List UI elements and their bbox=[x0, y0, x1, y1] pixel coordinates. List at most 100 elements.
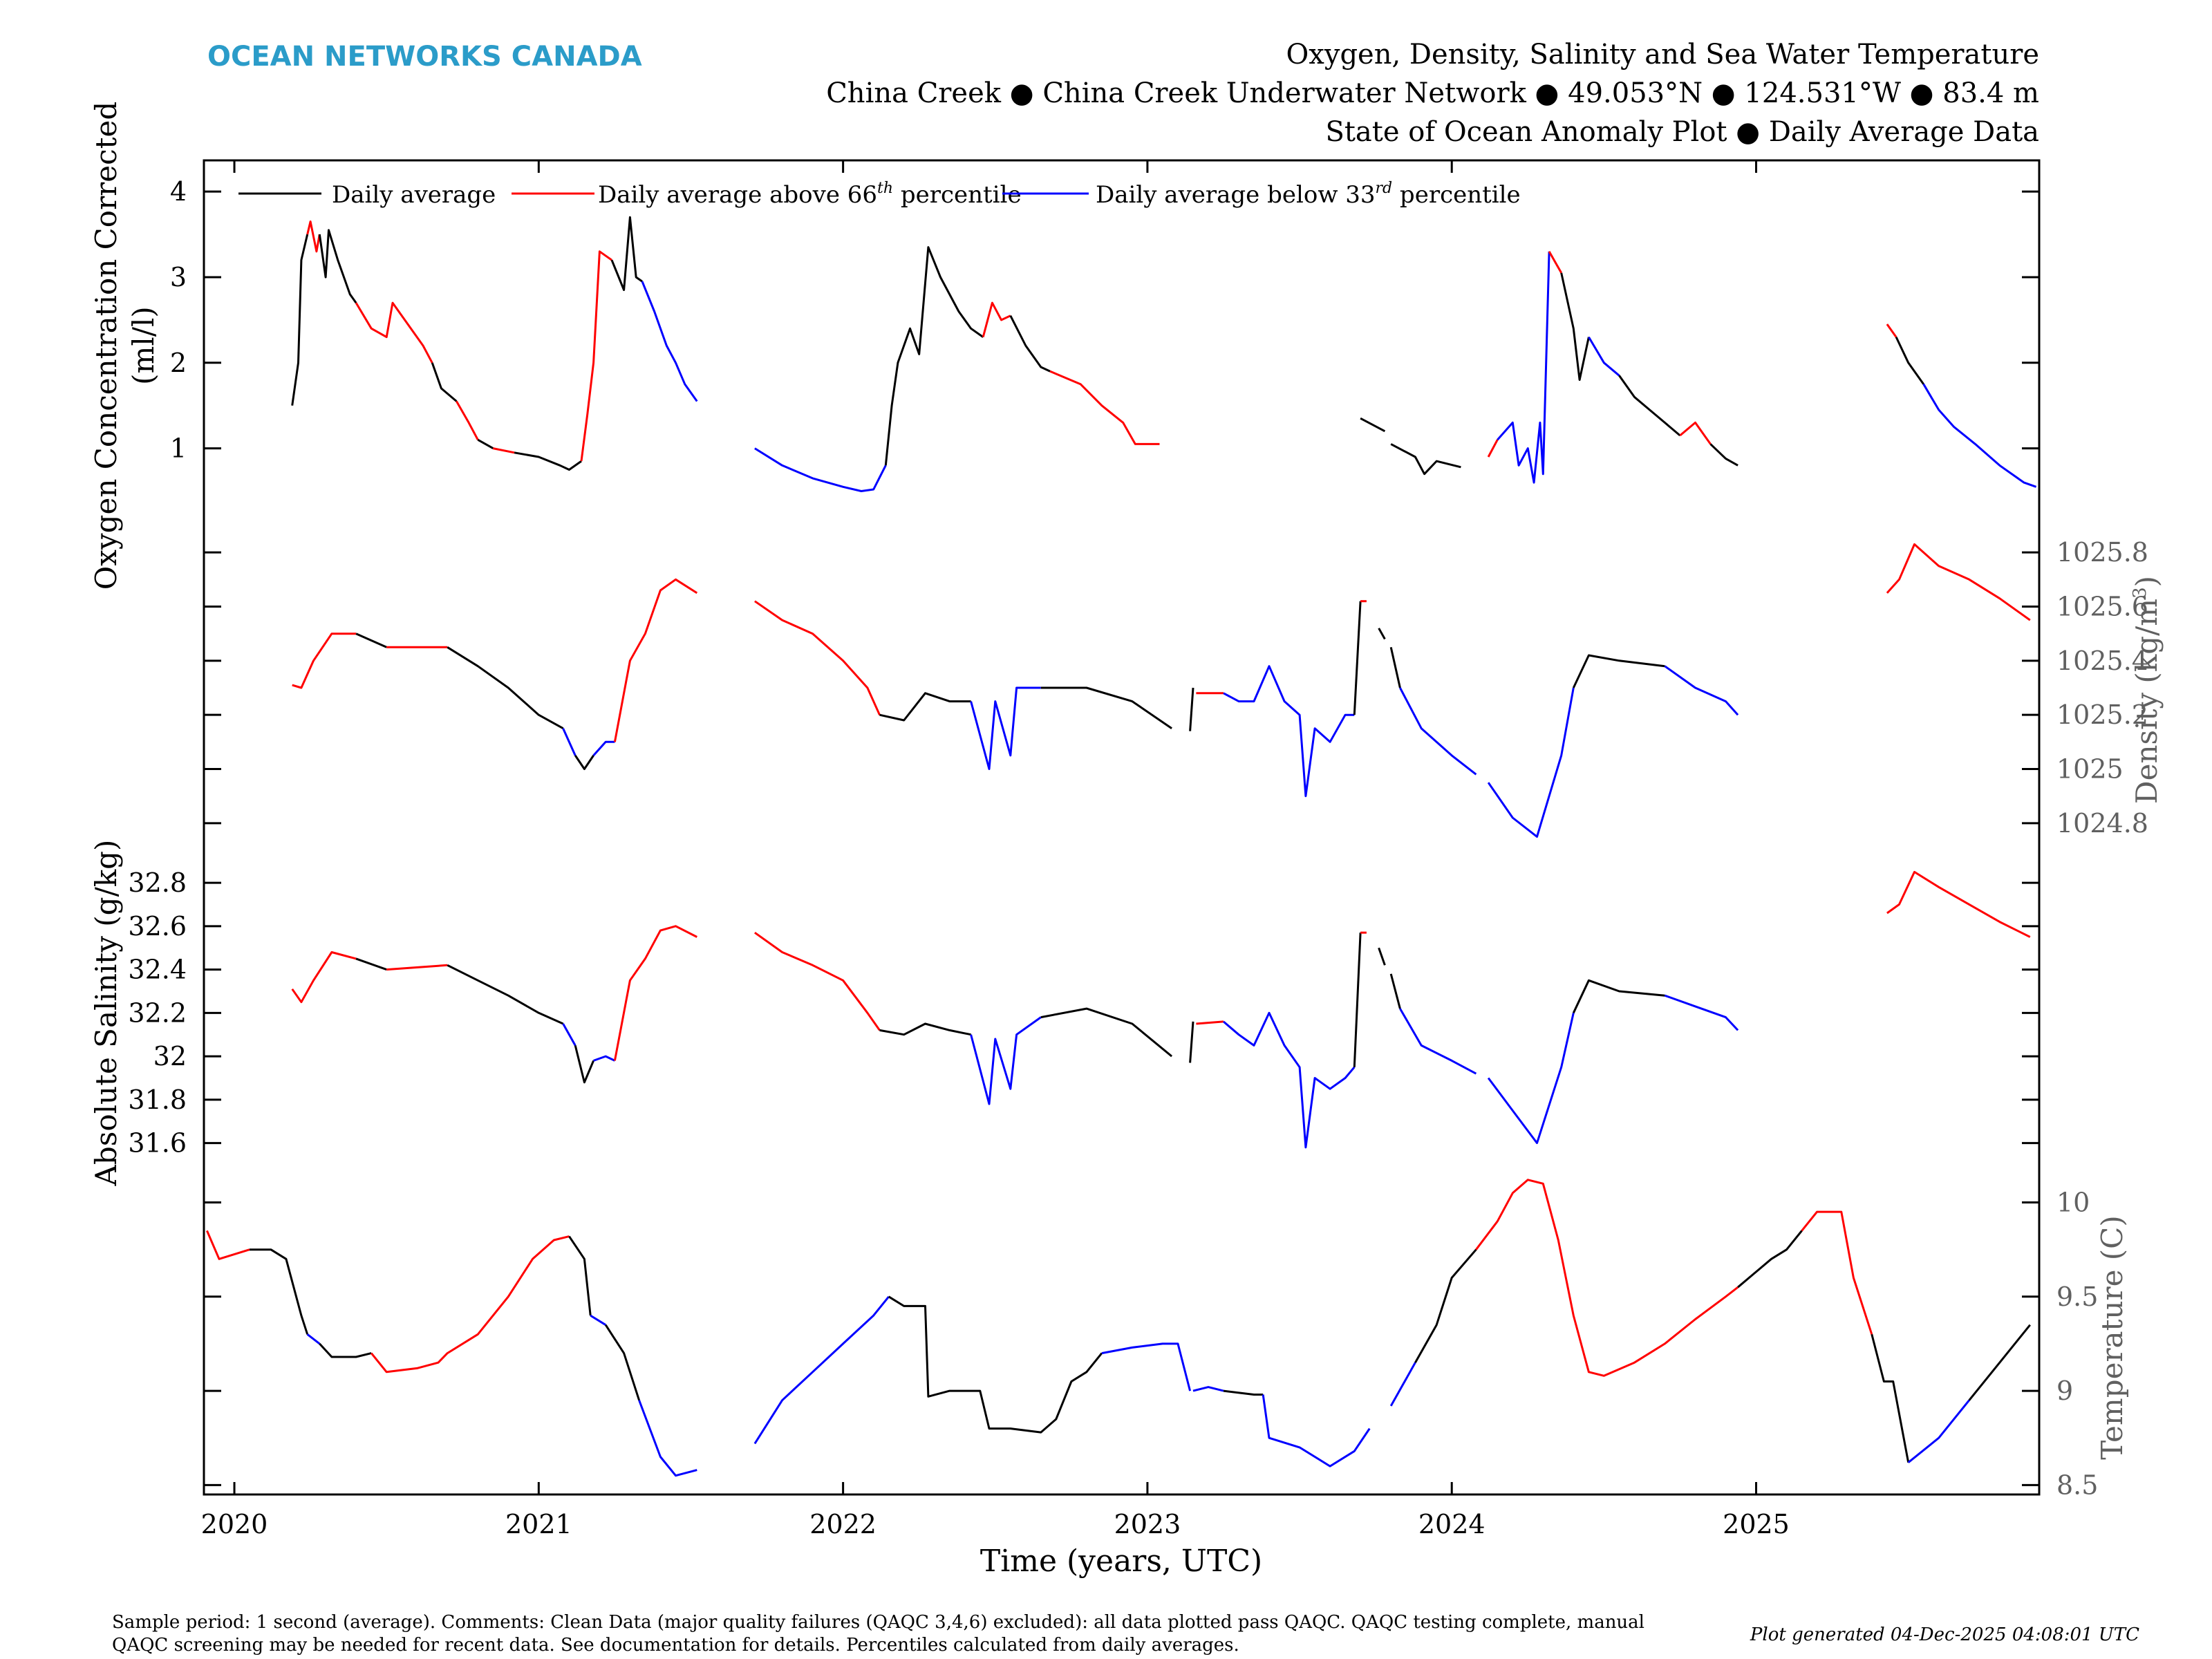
salinity-series-below bbox=[1399, 1008, 1477, 1075]
salinity-series-normal bbox=[574, 1045, 594, 1084]
x-tick-label: 2023 bbox=[1114, 1509, 1181, 1539]
density-ylabel-sup: 3 bbox=[2130, 587, 2150, 599]
oxygen-series-normal bbox=[431, 362, 458, 402]
oxygen-series-normal bbox=[884, 246, 984, 466]
oxygen-series-above bbox=[982, 301, 1011, 337]
temperature-series-normal bbox=[1968, 1324, 2031, 1401]
salinity-series-above bbox=[1196, 1020, 1224, 1025]
x-axis-label: Time (years, UTC) bbox=[980, 1544, 1262, 1579]
temperature-ytick-label: 10 bbox=[2056, 1188, 2090, 1218]
salinity-series-normal bbox=[879, 1022, 971, 1036]
density-ytick-label: 1025 bbox=[2056, 754, 2124, 785]
legend-label-below: Daily average below 33rd percentile bbox=[1096, 180, 1521, 209]
title-line-3: State of Ocean Anomaly Plot ● Daily Aver… bbox=[1325, 116, 2039, 148]
salinity-series-below bbox=[1487, 1012, 1575, 1145]
salinity-ytick-label: 32.2 bbox=[128, 997, 187, 1028]
oxygen-series-normal bbox=[1560, 272, 1590, 381]
density-ytick-label: 1025.2 bbox=[2056, 700, 2148, 730]
footer-generated: Plot generated 04-Dec-2025 04:08:01 UTC bbox=[1750, 1624, 2139, 1645]
density-series-normal bbox=[447, 646, 564, 730]
density-series-below bbox=[1664, 665, 1739, 716]
density-series-above bbox=[754, 600, 881, 715]
legend-below-prefix: Daily average below 33 bbox=[1096, 181, 1376, 209]
oxygen-series-below bbox=[641, 281, 698, 402]
plot-frame bbox=[203, 159, 2041, 1496]
legend-above-suffix: percentile bbox=[893, 181, 1022, 209]
temperature-series-normal bbox=[1737, 1230, 1803, 1288]
density-series-above bbox=[613, 578, 698, 742]
temperature-series-normal bbox=[319, 1342, 372, 1358]
oxygen-series-above bbox=[1548, 251, 1563, 274]
temperature-ytick-label: 9.5 bbox=[2056, 1282, 2098, 1312]
oxygen-series-normal bbox=[477, 438, 494, 449]
temperature-series-below bbox=[1101, 1342, 1192, 1391]
salinity-series-below bbox=[970, 1016, 1042, 1105]
x-tick-label: 2020 bbox=[201, 1509, 268, 1539]
temperature-series-normal bbox=[1414, 1248, 1477, 1363]
salinity-series-normal bbox=[447, 964, 564, 1025]
salinity-ytick-label: 32 bbox=[153, 1041, 187, 1071]
oxygen-series-above bbox=[456, 400, 479, 440]
title-line-2: China Creek ● China Creek Underwater Net… bbox=[826, 77, 2039, 109]
salinity-series-above bbox=[1886, 870, 2031, 938]
temperature-series-below bbox=[590, 1314, 606, 1326]
temperature-series-below bbox=[753, 1295, 890, 1445]
legend-below-sup: rd bbox=[1376, 180, 1393, 197]
salinity-series-above bbox=[386, 964, 448, 971]
oxygen-ylabel-unit: (ml/l) bbox=[126, 306, 160, 385]
x-tick-label: 2025 bbox=[1723, 1509, 1790, 1539]
temperature-series-normal bbox=[888, 1295, 1103, 1434]
density-series-normal bbox=[1378, 628, 1386, 640]
x-tick-label: 2022 bbox=[809, 1509, 877, 1539]
temperature-series-above bbox=[371, 1235, 570, 1374]
salinity-ytick-label: 32.4 bbox=[128, 955, 187, 985]
legend-below-suffix: percentile bbox=[1392, 181, 1521, 209]
temperature-ytick-label: 8.5 bbox=[2056, 1470, 2098, 1500]
oxygen-series-normal bbox=[1895, 336, 1924, 385]
oxygen-ytick-label: 2 bbox=[170, 348, 187, 378]
density-ytick-label: 1025.8 bbox=[2056, 537, 2148, 568]
density-ytick-label: 1025.4 bbox=[2056, 646, 2148, 676]
temperature-series-normal bbox=[250, 1248, 309, 1335]
salinity-ytick-label: 31.8 bbox=[128, 1085, 187, 1115]
oxygen-series-above bbox=[1487, 439, 1499, 458]
density-series-below bbox=[1487, 687, 1575, 838]
density-ytick-label: 1024.8 bbox=[2056, 808, 2148, 838]
footer-comment-line-1: Sample period: 1 second (average). Comme… bbox=[112, 1612, 1644, 1633]
title-line-1: Oxygen, Density, Salinity and Sea Water … bbox=[1286, 39, 2040, 71]
salinity-series-normal bbox=[1353, 932, 1362, 1067]
density-series-below bbox=[592, 740, 615, 756]
density-series-normal bbox=[1189, 687, 1194, 731]
oxygen-series-normal bbox=[291, 234, 309, 406]
salinity-ytick-label: 32.6 bbox=[128, 911, 187, 941]
salinity-series-below bbox=[593, 1055, 616, 1062]
onc-logo: OCEAN NETWORKS CANADA bbox=[207, 41, 642, 73]
density-series-above bbox=[292, 632, 357, 689]
density-ylabel-name: Density bbox=[2130, 693, 2164, 804]
x-tick-label: 2024 bbox=[1418, 1509, 1485, 1539]
temperature-series-below bbox=[1262, 1394, 1371, 1468]
oxygen-series-above bbox=[1679, 421, 1712, 445]
oxygen-series-below bbox=[1922, 383, 2037, 488]
oxygen-series-below bbox=[1588, 336, 1620, 377]
oxygen-series-above bbox=[580, 250, 612, 462]
density-series-normal bbox=[574, 755, 594, 770]
salinity-series-below bbox=[1223, 1011, 1356, 1149]
salinity-series-below bbox=[1664, 994, 1739, 1031]
oxygen-series-normal bbox=[1709, 443, 1738, 467]
legend-above-sup: th bbox=[877, 180, 893, 197]
temperature-series-above bbox=[1475, 1179, 1739, 1377]
oxygen-series-normal bbox=[1360, 417, 1386, 433]
density-series-normal bbox=[1572, 654, 1665, 688]
density-series-above bbox=[1886, 543, 2031, 621]
temperature-series-normal bbox=[604, 1324, 641, 1401]
temperature-series-normal bbox=[1871, 1333, 1910, 1463]
oxygen-series-below bbox=[754, 447, 887, 492]
density-ytick-label: 1025.6 bbox=[2056, 592, 2148, 622]
density-series-below bbox=[562, 728, 577, 756]
temperature-series-above bbox=[206, 1230, 250, 1260]
density-ylabel-unit: (kg/m bbox=[2130, 599, 2164, 684]
oxygen-series-above bbox=[493, 447, 515, 454]
oxygen-series-above bbox=[1886, 324, 1897, 338]
